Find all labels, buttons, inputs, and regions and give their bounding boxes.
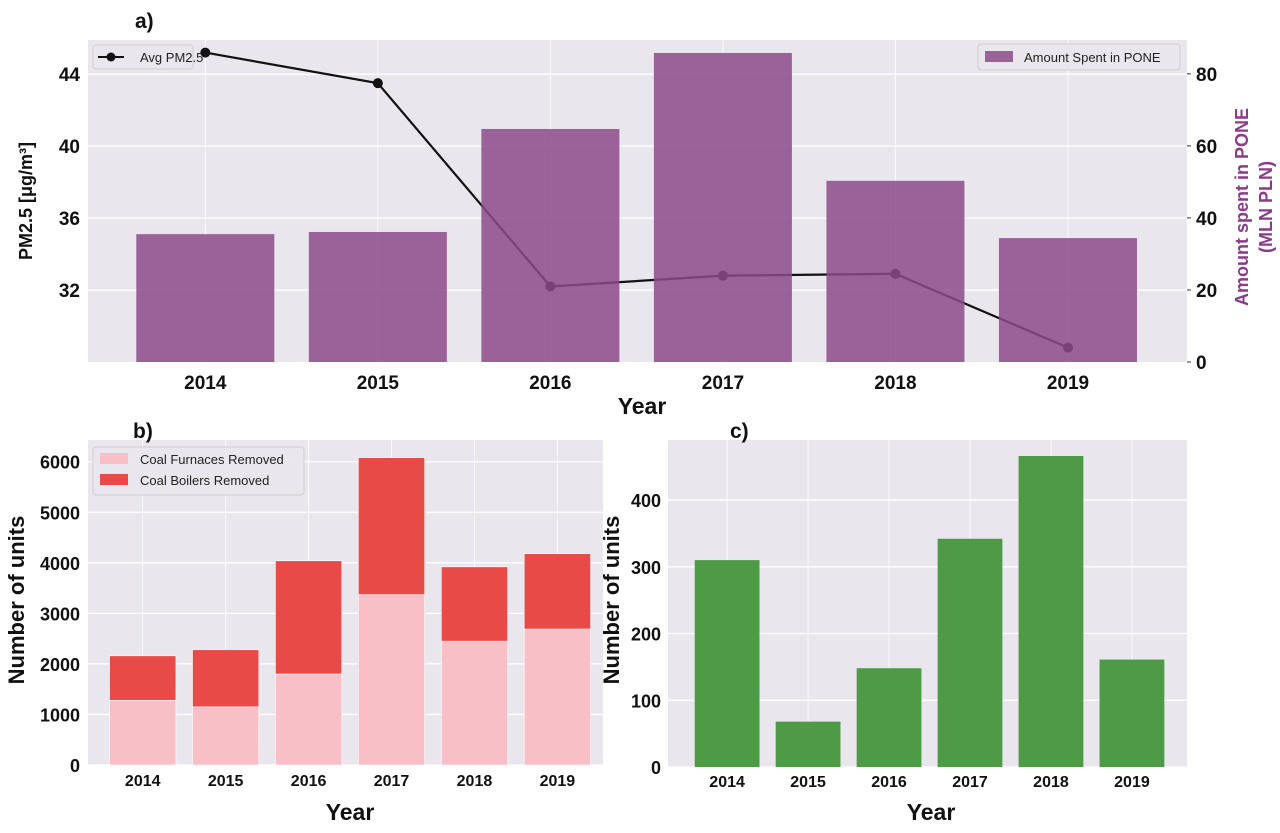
x-tick-label: 2014: [125, 773, 161, 790]
bar: [856, 668, 922, 767]
x-tick-label: 2014: [184, 373, 227, 394]
legend-swatch: [100, 453, 128, 464]
legend-swatch: [985, 51, 1013, 62]
x-tick-label: 2016: [529, 373, 571, 394]
y-tick-label: 400: [631, 491, 661, 511]
pone-bar: [136, 234, 275, 362]
x-axis-label: Year: [326, 799, 375, 825]
pone-bar: [481, 128, 620, 362]
y-tick-label: 0: [70, 756, 80, 776]
bar: [937, 538, 1003, 767]
panel-a: 2014 2015 2016 2017 2018 2019 32 36 40 44 0 20 40 60 8…: [16, 10, 1276, 419]
x-tick-label: 2015: [790, 774, 826, 791]
y-right-axis-label-line2: (MLN PLN): [1256, 161, 1276, 253]
y-tick-label: 6000: [40, 453, 80, 473]
y-tick-label: 0: [651, 758, 661, 778]
y-left-tick-label: 44: [59, 65, 81, 86]
boilers-bar: [192, 649, 260, 708]
x-tick-label: 2019: [540, 773, 576, 790]
y-tick-label: 4000: [40, 554, 80, 574]
x-tick-label: 2019: [1114, 774, 1150, 791]
y-tick-label: 300: [631, 558, 661, 578]
panel-label: b): [133, 420, 153, 443]
x-tick-label: 2017: [952, 774, 988, 791]
furnaces-bar: [358, 594, 425, 766]
pm25-point: [200, 47, 211, 58]
legend-label: Coal Furnaces Removed: [140, 452, 284, 467]
bar: [775, 721, 841, 767]
y-tick-label: 100: [631, 691, 661, 711]
x-axis-label: Year: [907, 799, 956, 825]
y-right-tick-label: 40: [1196, 209, 1217, 230]
y-left-tick-label: 36: [59, 209, 80, 230]
legend-marker-swatch: [106, 52, 116, 62]
y-left-tick-label: 32: [59, 281, 80, 302]
y-right-tick-label: 60: [1196, 137, 1217, 158]
legend-swatch: [100, 474, 128, 485]
x-tick-label: 2018: [457, 773, 493, 790]
furnaces-bar: [275, 673, 343, 766]
furnaces-bar: [109, 700, 177, 766]
x-tick-label: 2014: [709, 774, 745, 791]
y-tick-label: 2000: [40, 655, 80, 675]
legend-label: Coal Boilers Removed: [140, 473, 269, 488]
x-tick-label: 2015: [208, 773, 244, 790]
y-left-tick-label: 40: [59, 137, 80, 158]
furnaces-bar: [192, 706, 260, 766]
pone-bar: [653, 52, 792, 363]
bar: [694, 560, 760, 767]
panel-label: a): [135, 10, 154, 33]
y-right-tick-label: 20: [1196, 281, 1217, 302]
boilers-bar: [358, 457, 425, 595]
panel-label: c): [730, 420, 749, 443]
furnaces-bar: [440, 640, 508, 766]
y-left-axis-label: PM2.5 [μg/m³]: [16, 142, 36, 260]
pone-bar: [826, 180, 965, 362]
legend-pm25: Avg PM2.5: [92, 44, 203, 70]
furnaces-bar: [523, 628, 591, 766]
panel-c: 2014 2015 2016 2017 2018 2019 0 100 200 300 400 c) Y…: [599, 420, 1187, 825]
y-tick-label: 1000: [40, 705, 80, 725]
bar: [1018, 456, 1084, 767]
x-tick-label: 2019: [1047, 373, 1089, 394]
pm25-point: [372, 78, 383, 89]
x-tick-label: 2017: [374, 773, 410, 790]
x-axis-label: Year: [618, 393, 667, 419]
pone-bar: [308, 231, 447, 362]
legend: Coal Furnaces Removed Coal Boilers Remove…: [92, 446, 305, 496]
legend-label: Amount Spent in PONE: [1024, 50, 1161, 65]
x-tick-label: 2018: [1033, 774, 1069, 791]
panel-b: 2014 2015 2016 2017 2018 2019 0 1000 2000 3000 400…: [4, 420, 603, 825]
x-tick-label: 2016: [291, 773, 327, 790]
legend-box: [92, 44, 194, 70]
legend-box: [977, 43, 1181, 71]
x-tick-label: 2018: [874, 373, 916, 394]
y-tick-label: 3000: [40, 604, 80, 624]
y-tick-label: 5000: [40, 503, 80, 523]
boilers-bar: [523, 553, 591, 630]
y-axis-label: Number of units: [4, 516, 29, 685]
bar: [1099, 659, 1165, 767]
y-tick-label: 200: [631, 625, 661, 645]
y-right-axis-label-line1: Amount spent in PONE: [1232, 108, 1252, 306]
boilers-bar: [275, 560, 343, 675]
boilers-bar: [440, 566, 508, 642]
boilers-bar: [109, 655, 177, 701]
x-tick-label: 2015: [357, 373, 400, 394]
x-tick-label: 2017: [702, 373, 744, 394]
legend-label: Avg PM2.5: [140, 50, 203, 65]
y-axis-label: Number of units: [599, 516, 624, 685]
legend-pone: Amount Spent in PONE: [977, 43, 1181, 71]
legend-box: [92, 446, 305, 496]
y-right-tick-label: 80: [1196, 65, 1217, 86]
x-tick-label: 2016: [871, 774, 907, 791]
y-right-tick-label: 0: [1196, 353, 1207, 374]
pone-bar: [998, 238, 1137, 362]
